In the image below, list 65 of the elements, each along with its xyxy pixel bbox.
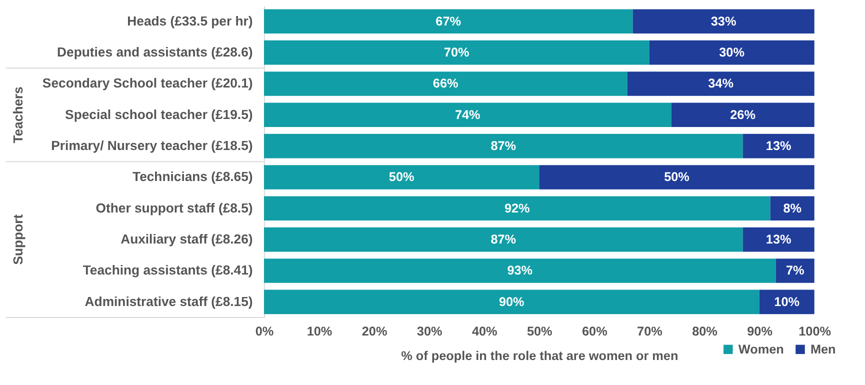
y-tick-label: Teaching assistants (£8.41) [82,262,253,278]
legend-label: Women [738,342,784,356]
x-tick-label: 10% [306,324,332,339]
y-tick-label: Administrative staff (£8.15) [84,294,253,309]
bar [627,72,814,96]
data-label: 87% [490,138,516,153]
data-label: 74% [454,108,480,122]
data-label: 67% [436,14,462,28]
x-tick-label: 20% [362,324,388,339]
bar [776,258,814,283]
x-tick-label: 30% [416,324,442,339]
data-label: 7% [786,264,804,278]
bar [264,9,633,34]
y-tick-label: Other support staff (£8.5) [96,200,253,216]
x-axis-title: % of people in the role that are women or men [401,348,678,363]
text: Support [10,214,26,265]
data-label: 26% [730,108,756,122]
bar [264,196,770,221]
y-tick-label: Heads (£33.5 per hr) [127,13,253,28]
data-label: 87% [490,232,516,246]
data-label: 50% [388,170,414,184]
data-label: 90% [498,294,524,309]
data-label: 13% [766,232,792,246]
bar [264,165,540,190]
bar [264,40,650,65]
data-label: 30% [719,45,744,60]
data-label: 66% [432,76,458,91]
x-tick-label: 70% [637,324,662,339]
y-tick-label: Auxiliary staff (£8.26) [120,231,253,246]
bar [770,196,814,221]
data-label: 50% [664,170,690,184]
bar [671,102,814,128]
bar [264,258,776,283]
data-label: 93% [507,264,533,278]
data-label: 33% [710,14,736,28]
bar [264,290,760,314]
data-label: 10% [774,294,800,309]
x-tick-label: 0% [255,324,274,339]
bar [264,102,672,128]
data-label: 92% [504,201,530,216]
x-tick-label: 100% [798,324,832,339]
data-label: 34% [708,76,734,91]
y-tick-label: Primary/ Nursery teacher (£18.5) [51,138,253,153]
x-tick-label: 50% [526,324,552,339]
x-tick-label: 80% [692,324,718,339]
legend-label: Men [810,342,836,356]
x-tick-label: 90% [747,324,772,339]
bar [742,227,814,252]
y-tick-label: Technicians (£8.65) [132,169,253,184]
bar [264,72,628,96]
bar [264,227,743,252]
bar [649,40,814,65]
bar [539,165,814,190]
bar [264,134,743,158]
text: Teachers [10,86,26,144]
bar [632,9,814,34]
data-label: 13% [766,138,792,153]
y-tick-label: Secondary School teacher (£20.1) [42,76,253,91]
bar [742,134,814,158]
x-tick-label: 60% [582,324,608,339]
data-label: 70% [444,45,470,60]
x-tick-label: 40% [472,324,498,339]
data-label: 8% [783,201,802,216]
y-tick-label: Special school teacher (£19.5) [65,106,253,122]
y-tick-label: Deputies and assistants (£28.6) [57,44,253,60]
